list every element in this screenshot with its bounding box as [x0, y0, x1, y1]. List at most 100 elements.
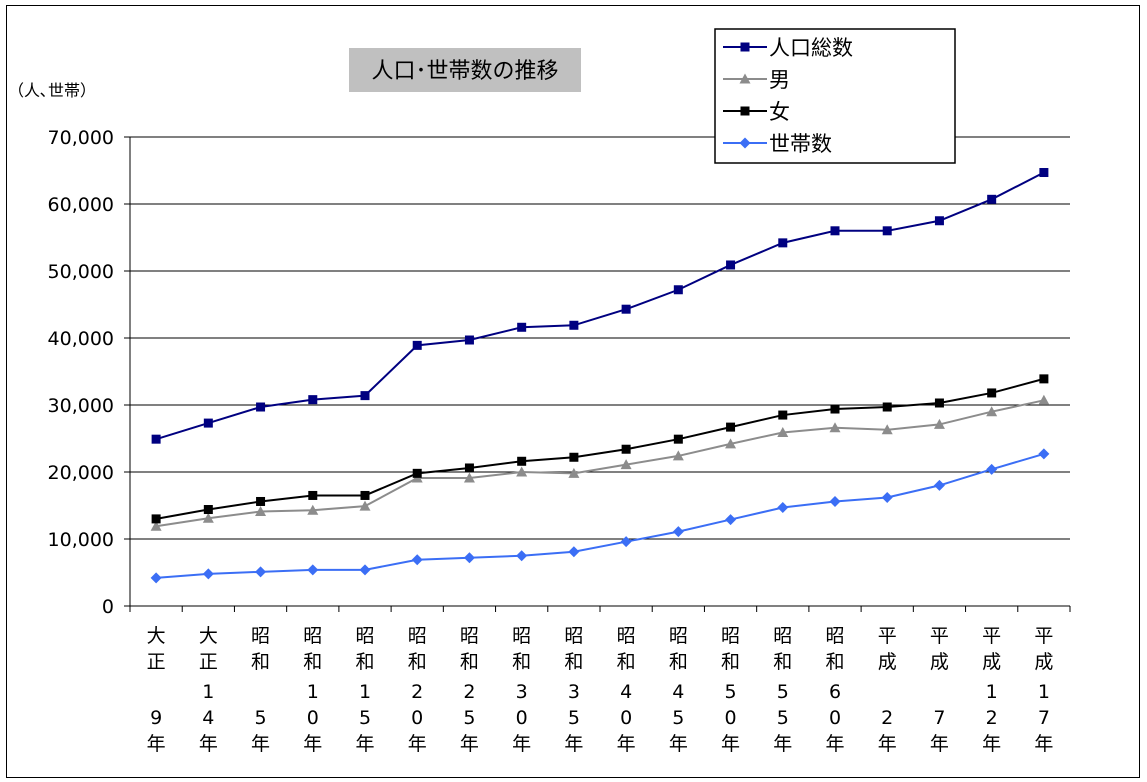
x-tick-label: 昭和 4 5 年: [669, 625, 688, 755]
x-tick-char: 1: [1038, 681, 1050, 703]
legend-label: 男: [769, 68, 790, 92]
legend-item: 女: [723, 100, 790, 124]
x-tick-char: 和: [825, 651, 844, 673]
data-point: [1039, 374, 1049, 384]
x-tick-char: 和: [303, 651, 322, 673]
x-tick-char: 昭: [825, 625, 844, 647]
x-tick-char: 昭: [408, 625, 427, 647]
y-tick-label: 0: [102, 596, 114, 618]
data-point: [1038, 448, 1050, 460]
data-point: [517, 456, 527, 466]
x-tick-char: 9: [150, 707, 162, 729]
series-line: [155, 399, 1045, 528]
data-point: [517, 322, 527, 332]
x-tick-char: 和: [355, 651, 374, 673]
y-tick-label: 20,000: [48, 462, 114, 484]
x-tick-char: 年: [1034, 733, 1053, 755]
x-tick-char: 年: [408, 733, 427, 755]
data-point: [830, 226, 840, 236]
data-point: [672, 526, 684, 538]
x-tick-char: 成: [982, 651, 1001, 673]
x-tick-char: 和: [512, 651, 531, 673]
data-point: [1038, 394, 1050, 405]
x-tick-char: 4: [202, 707, 214, 729]
data-point: [412, 468, 422, 478]
data-point: [516, 466, 528, 477]
data-point: [569, 452, 579, 462]
data-point: [203, 505, 213, 515]
x-tick-char: 5: [255, 707, 267, 729]
x-tick-char: 平: [1034, 625, 1053, 647]
data-point: [151, 434, 161, 444]
x-tick-char: 和: [408, 651, 427, 673]
x-tick-char: 3: [568, 681, 580, 703]
data-point: [516, 550, 528, 562]
x-tick-char: 年: [355, 733, 374, 755]
x-tick-char: 6: [829, 681, 841, 703]
y-axis-label: （人､世帯）: [8, 81, 96, 100]
x-tick-char: 2: [986, 707, 998, 729]
x-tick-label: 昭和 2 0 年: [408, 625, 427, 755]
x-tick-label: 昭和 6 0 年: [825, 625, 844, 755]
legend-label: 世帯数: [769, 132, 832, 156]
x-tick-char: 成: [1034, 651, 1053, 673]
x-tick-char: 平: [930, 625, 949, 647]
x-tick-char: 年: [251, 733, 270, 755]
series-line: [155, 171, 1045, 441]
x-tick-char: 2: [881, 707, 893, 729]
x-tick-label: 昭和 5 年: [251, 625, 270, 755]
data-point: [150, 572, 162, 584]
data-point: [829, 495, 841, 507]
data-point: [829, 422, 841, 433]
x-tick-char: 0: [620, 707, 632, 729]
data-point: [255, 566, 267, 578]
series-3: [150, 448, 1050, 584]
x-tick-char: 昭: [512, 625, 531, 647]
data-point: [568, 467, 580, 478]
x-tick-char: 1: [307, 681, 319, 703]
x-tick-label: 大正 9 年: [147, 625, 166, 755]
x-tick-char: 年: [669, 733, 688, 755]
data-point: [740, 42, 750, 52]
x-tick-char: 昭: [303, 625, 322, 647]
data-point: [308, 395, 318, 405]
x-tick-char: 平: [878, 625, 897, 647]
x-tick-char: 和: [773, 651, 792, 673]
x-tick-char: 0: [725, 707, 737, 729]
data-point: [463, 552, 475, 564]
series-2: [151, 374, 1049, 524]
x-tick-char: 昭: [721, 625, 740, 647]
x-tick-char: 1: [359, 681, 371, 703]
x-tick-label: 大正 1 4 年: [199, 625, 218, 755]
data-point: [464, 463, 474, 473]
x-tick-char: 4: [620, 681, 632, 703]
data-point: [673, 285, 683, 295]
chart-title-box: 人口･世帯数の推移: [349, 48, 581, 92]
x-tick-char: 昭: [617, 625, 636, 647]
x-tick-char: 年: [930, 733, 949, 755]
x-tick-char: 平: [982, 625, 1001, 647]
data-point: [151, 514, 161, 524]
x-tick-char: 大: [199, 625, 218, 647]
y-tick-label: 30,000: [48, 395, 114, 417]
x-tick-char: 正: [147, 651, 166, 673]
x-tick-char: 年: [147, 733, 166, 755]
axes: [124, 136, 1071, 612]
x-tick-char: 年: [199, 733, 218, 755]
x-tick-label: 昭和 3 5 年: [564, 625, 583, 755]
y-tick-label: 60,000: [48, 194, 114, 216]
y-tick-label: 50,000: [48, 261, 114, 283]
x-tick-char: 7: [933, 707, 945, 729]
x-tick-char: 昭: [773, 625, 792, 647]
data-point: [777, 426, 789, 437]
data-point: [778, 410, 788, 420]
x-tick-char: 5: [777, 681, 789, 703]
x-tick-char: 年: [878, 733, 897, 755]
x-tick-label: 平成 7 年: [930, 625, 949, 755]
data-point: [256, 402, 266, 412]
x-tick-char: 和: [564, 651, 583, 673]
data-point: [934, 216, 944, 226]
x-tick-char: 年: [825, 733, 844, 755]
data-point: [150, 520, 162, 531]
data-point: [360, 490, 370, 500]
